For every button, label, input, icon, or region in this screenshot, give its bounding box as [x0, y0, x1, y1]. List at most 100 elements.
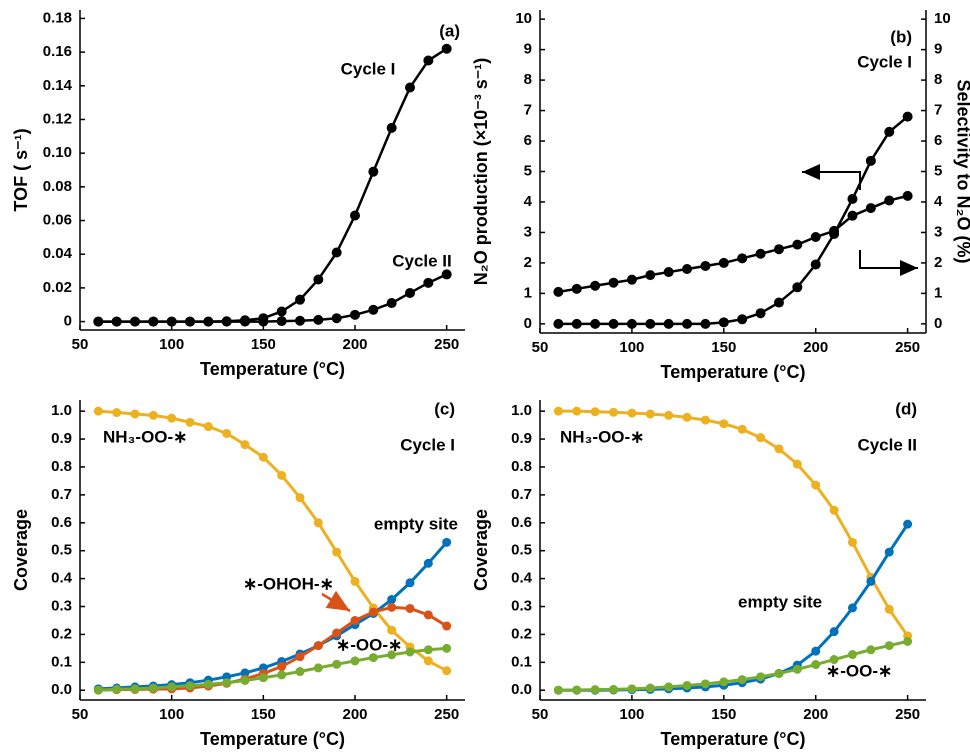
- series-label: ∗-OO-∗: [826, 661, 892, 680]
- series-line: [558, 194, 908, 294]
- data-point: [737, 314, 748, 325]
- data-point: [792, 664, 802, 674]
- data-point: [331, 313, 342, 324]
- y-axis-label: TOF ( s⁻¹): [11, 128, 31, 211]
- data-point: [829, 505, 839, 515]
- x-axis-label: Temperature (°C): [200, 729, 345, 749]
- y-tick-label: 0.9: [511, 430, 532, 447]
- data-point: [368, 304, 379, 315]
- y2-tick-label: 5: [934, 162, 942, 179]
- data-point: [865, 155, 876, 166]
- y2-tick-label: 3: [934, 223, 942, 240]
- x-tick-label: 100: [159, 336, 184, 353]
- y-tick-label: 1.0: [51, 402, 72, 419]
- series-label: ∗-OHOH-∗: [243, 574, 334, 593]
- data-point: [645, 270, 656, 281]
- data-point: [847, 650, 857, 660]
- x-tick-label: 150: [711, 339, 736, 356]
- data-point: [295, 667, 305, 677]
- data-point: [331, 247, 342, 258]
- data-point: [903, 636, 913, 646]
- x-tick-label: 150: [711, 706, 736, 723]
- series-line: [558, 115, 909, 326]
- data-point: [405, 603, 415, 613]
- x-tick-label: 200: [342, 336, 367, 353]
- x-tick-label: 100: [619, 706, 644, 723]
- data-point: [700, 679, 710, 689]
- annotation: Cycle II: [857, 435, 917, 454]
- y-tick-label: 0: [64, 313, 72, 330]
- series-label: Cycle II: [392, 251, 452, 270]
- data-point: [609, 684, 619, 694]
- data-point: [423, 610, 433, 620]
- data-point: [572, 406, 582, 416]
- data-point: [682, 412, 692, 422]
- data-point: [240, 316, 250, 327]
- y-tick-label: 0.0: [511, 681, 532, 698]
- data-point: [203, 679, 213, 689]
- data-point: [148, 410, 158, 420]
- data-point: [423, 55, 434, 66]
- data-point: [313, 518, 323, 528]
- y-tick-label: 9: [524, 41, 532, 58]
- y-tick-label: 0.3: [511, 597, 532, 614]
- data-point: [130, 316, 140, 327]
- data-point: [441, 43, 452, 54]
- data-point: [185, 681, 195, 691]
- data-point: [847, 193, 858, 204]
- series-label: Cycle I: [341, 59, 396, 78]
- data-point: [626, 318, 637, 329]
- y-tick-label: 0.10: [43, 144, 72, 161]
- data-point: [847, 210, 858, 221]
- data-point: [258, 316, 269, 327]
- data-point: [626, 274, 637, 285]
- data-point: [700, 318, 711, 329]
- data-point: [737, 253, 748, 264]
- data-point: [368, 166, 379, 177]
- annotation: (c): [434, 399, 455, 418]
- data-point: [884, 195, 895, 206]
- data-point: [240, 675, 250, 685]
- data-point: [295, 652, 305, 662]
- y-tick-label: 0.4: [511, 570, 533, 587]
- data-point: [700, 260, 711, 271]
- data-point: [130, 684, 140, 694]
- data-point: [386, 122, 397, 133]
- x-tick-label: 250: [434, 706, 459, 723]
- data-point: [811, 660, 821, 670]
- data-point: [350, 576, 360, 586]
- arrow-left: [802, 164, 861, 190]
- data-point: [112, 408, 122, 418]
- data-point: [645, 683, 655, 693]
- data-point: [167, 682, 177, 692]
- data-point: [350, 656, 360, 666]
- x-tick-label: 50: [532, 706, 549, 723]
- arrow-ohoh: [321, 590, 351, 613]
- data-point: [553, 286, 564, 297]
- data-point: [811, 646, 821, 656]
- y-tick-label: 0.7: [511, 486, 532, 503]
- y-tick-label: 0.8: [51, 458, 72, 475]
- y2-tick-label: 1: [934, 284, 942, 301]
- x-tick-label: 250: [895, 339, 920, 356]
- data-point: [112, 684, 122, 694]
- x-axis-label: Temperature (°C): [661, 729, 806, 749]
- data-point: [719, 677, 729, 687]
- data-point: [313, 663, 323, 673]
- series-label: NH₃-OO-∗: [560, 427, 644, 446]
- series-label: empty site: [738, 592, 822, 611]
- data-point: [93, 316, 104, 327]
- data-point: [368, 607, 378, 617]
- y-tick-label: 0.5: [511, 542, 532, 559]
- data-point: [442, 666, 452, 676]
- data-point: [884, 547, 894, 557]
- y-tick-label: 0.0: [51, 681, 72, 698]
- x-tick-label: 50: [72, 706, 89, 723]
- data-point: [276, 316, 287, 327]
- y-tick-label: 0.4: [51, 570, 73, 587]
- y-tick-label: 0.1: [511, 653, 532, 670]
- data-point: [829, 627, 839, 637]
- data-point: [332, 547, 342, 557]
- data-point: [405, 82, 415, 93]
- data-point: [93, 406, 103, 416]
